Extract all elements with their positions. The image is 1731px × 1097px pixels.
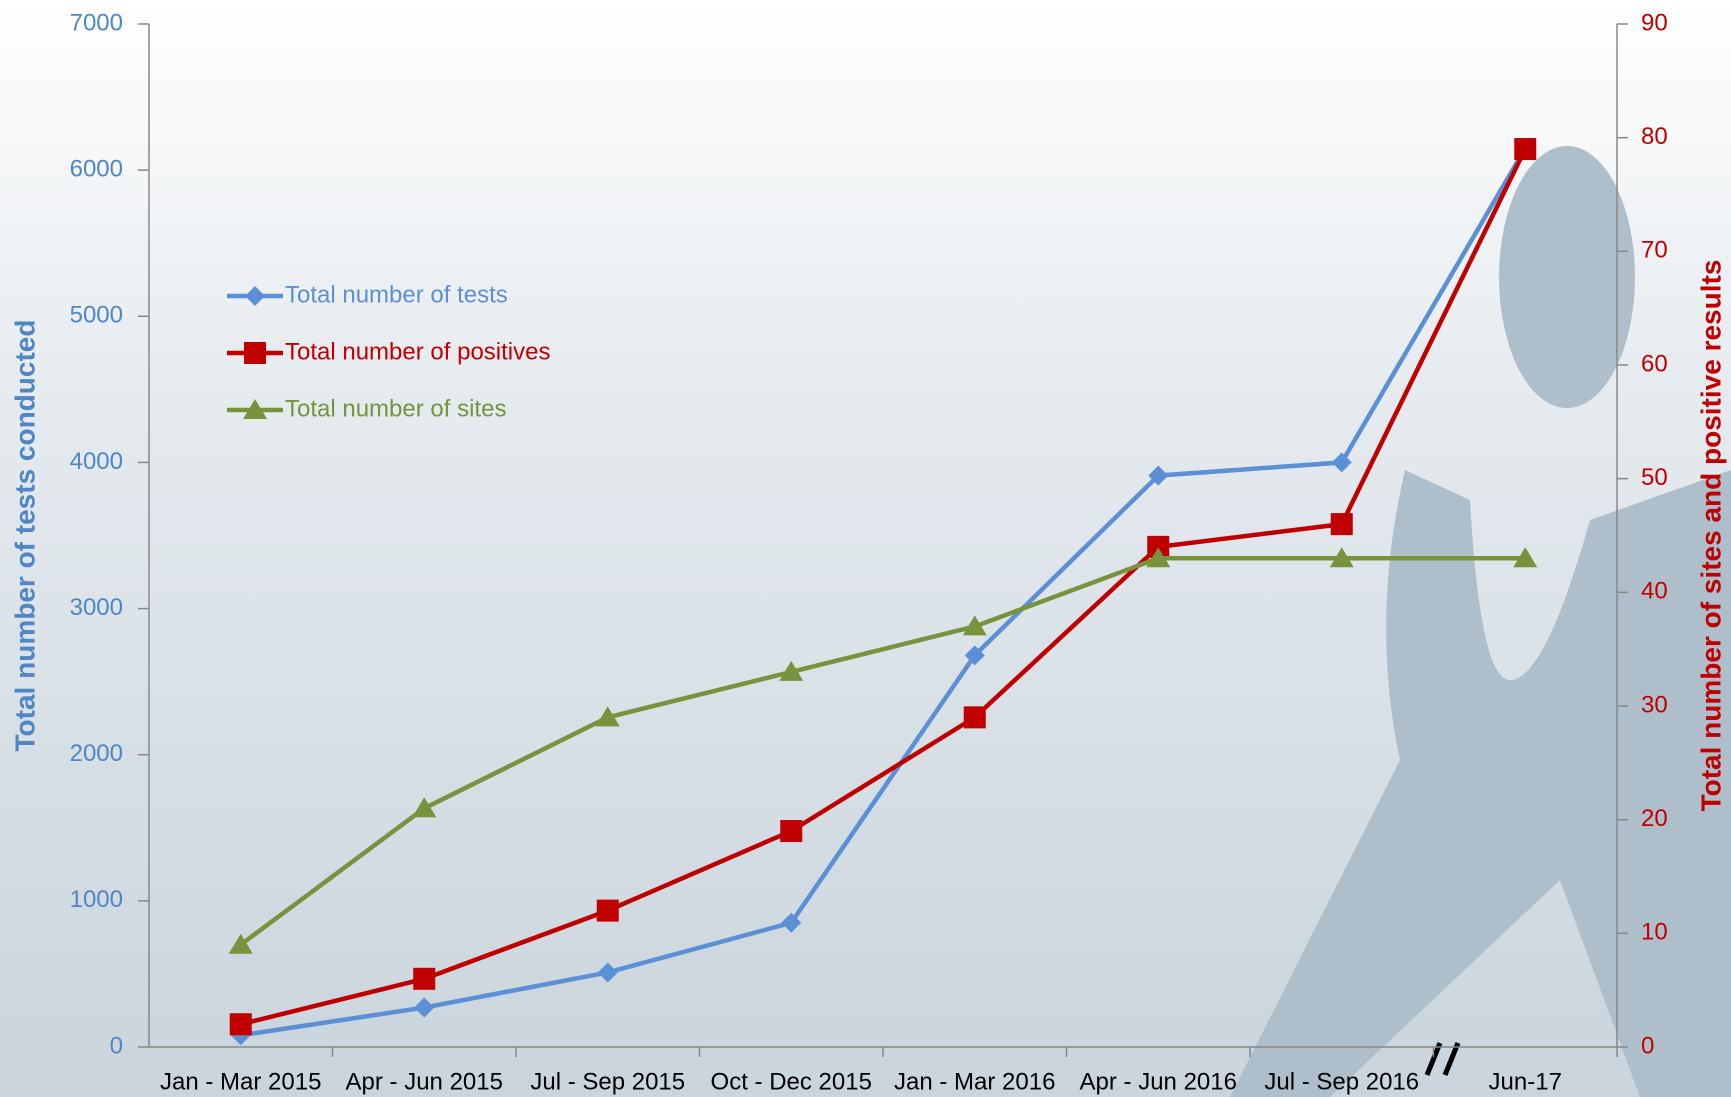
legend-label: Total number of tests bbox=[285, 281, 508, 308]
data-point bbox=[1514, 138, 1536, 160]
x-tick-label: Jan - Mar 2015 bbox=[160, 1068, 321, 1095]
y-tick-label: 0 bbox=[110, 1032, 123, 1059]
data-point bbox=[780, 820, 802, 842]
y2-tick-label: 30 bbox=[1641, 691, 1668, 718]
legend-label: Total number of positives bbox=[285, 338, 550, 365]
x-tick-label: Jul - Sep 2015 bbox=[530, 1068, 685, 1095]
y2-tick-label: 40 bbox=[1641, 578, 1668, 605]
y-tick-label: 6000 bbox=[70, 155, 123, 182]
data-point bbox=[1331, 513, 1353, 535]
y-tick-label: 3000 bbox=[70, 594, 123, 621]
x-tick-label: Apr - Jun 2016 bbox=[1080, 1068, 1237, 1095]
x-tick-label: Jul - Sep 2016 bbox=[1264, 1068, 1419, 1095]
y2-axis-title: Total number of sites and positive resul… bbox=[1695, 260, 1726, 812]
data-point bbox=[964, 706, 986, 728]
data-point bbox=[230, 1013, 252, 1035]
y2-tick-label: 20 bbox=[1641, 805, 1668, 832]
y2-tick-label: 90 bbox=[1641, 9, 1668, 36]
y2-tick-label: 0 bbox=[1641, 1032, 1654, 1059]
y2-tick-label: 80 bbox=[1641, 123, 1668, 150]
y-tick-label: 2000 bbox=[70, 740, 123, 767]
y-tick-label: 5000 bbox=[70, 302, 123, 329]
y-tick-label: 4000 bbox=[70, 448, 123, 475]
y2-tick-label: 70 bbox=[1641, 237, 1668, 264]
x-tick-label: Jan - Mar 2016 bbox=[894, 1068, 1055, 1095]
y-tick-label: 7000 bbox=[70, 9, 123, 36]
chart: Total number of tests conducted Total nu… bbox=[0, 0, 1731, 1097]
legend-marker bbox=[244, 342, 266, 364]
x-tick-label: Oct - Dec 2015 bbox=[711, 1068, 872, 1095]
data-point bbox=[597, 900, 619, 922]
data-point bbox=[413, 968, 435, 990]
y-tick-label: 1000 bbox=[70, 886, 123, 913]
y2-tick-label: 60 bbox=[1641, 350, 1668, 377]
x-tick-label: Apr - Jun 2015 bbox=[346, 1068, 503, 1095]
y-axis-title: Total number of tests conducted bbox=[9, 320, 40, 752]
legend-label: Total number of sites bbox=[285, 395, 506, 422]
y2-tick-label: 10 bbox=[1641, 919, 1668, 946]
x-tick-label: Jun-17 bbox=[1489, 1068, 1562, 1095]
y2-tick-label: 50 bbox=[1641, 464, 1668, 491]
